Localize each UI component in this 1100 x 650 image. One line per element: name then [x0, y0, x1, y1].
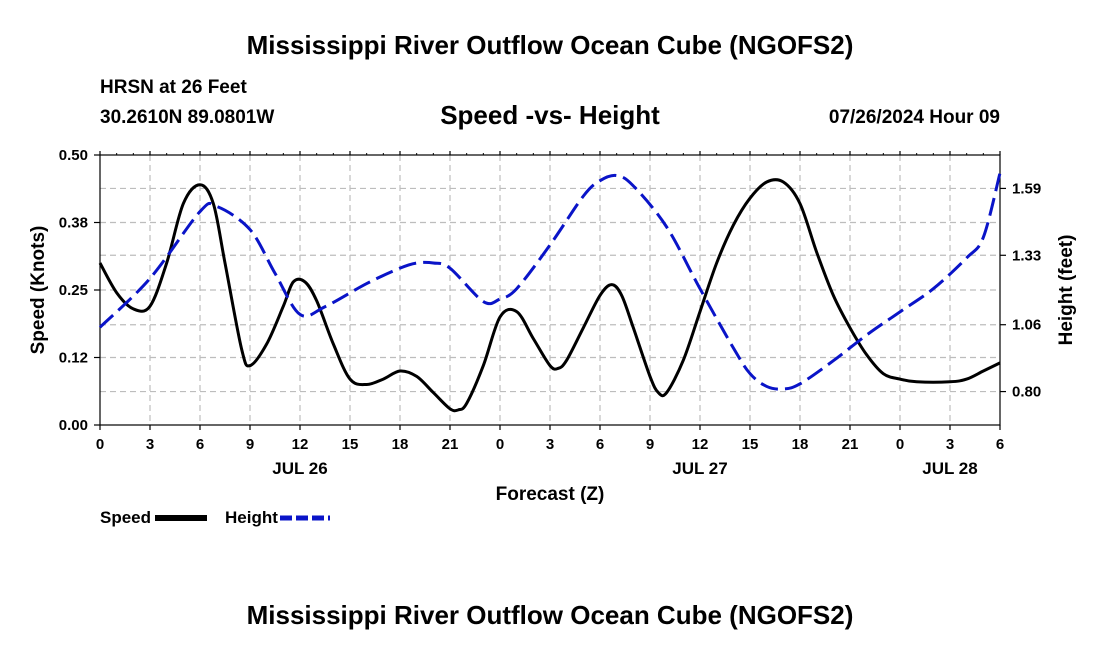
y2-tick-label: 1.59 [1012, 180, 1041, 197]
y2-axis-label: Height (feet) [1056, 235, 1077, 346]
x-tick-label: 15 [742, 436, 759, 453]
y-tick-label: 0.00 [59, 417, 88, 434]
coordinates-label: 30.2610N 89.0801W [100, 107, 275, 128]
x-tick-label: 0 [96, 436, 104, 453]
speed-series-line [98, 178, 1001, 413]
axes-layer: 0 3 6 9 12 15 18 21 0 3 6 9 12 15 18 21 0 3 6 0.00 0.12 0.25 0… [59, 147, 1041, 478]
y2-tick-label: 1.06 [1012, 317, 1041, 334]
legend-speed-swatch [155, 515, 208, 521]
x-tick-label: 21 [842, 436, 859, 453]
y2-tick-label: 0.80 [1012, 384, 1041, 401]
date-label: JUL 26 [272, 459, 327, 478]
y-tick-label: 0.50 [59, 147, 88, 164]
x-tick-label: 12 [692, 436, 709, 453]
date-label: JUL 28 [922, 459, 977, 478]
date-label: JUL 27 [672, 459, 727, 478]
x-tick-label: 18 [792, 436, 809, 453]
y-tick-label: 0.12 [59, 350, 88, 367]
y-axis-label: Speed (Knots) [28, 226, 49, 355]
x-tick-label: 3 [146, 436, 154, 453]
x-tick-label: 21 [442, 436, 459, 453]
x-tick-label: 15 [342, 436, 359, 453]
legend-height-label: Height [225, 508, 278, 527]
grid-layer [100, 155, 1000, 425]
legend: Speed Height [100, 508, 334, 528]
x-tick-label: 18 [392, 436, 409, 453]
x-tick-label: 3 [546, 436, 554, 453]
height-series-line [98, 172, 1002, 391]
y-tick-label: 0.38 [59, 215, 88, 232]
chart-subtitle: Speed -vs- Height [440, 100, 660, 130]
forecast-datetime: 07/26/2024 Hour 09 [828, 107, 1000, 128]
series-layer [98, 172, 1002, 413]
x-axis-label: Forecast (Z) [496, 484, 605, 505]
station-label: HRSN at 26 Feet [100, 77, 247, 98]
x-tick-label: 6 [996, 436, 1004, 453]
x-tick-label: 6 [596, 436, 604, 453]
legend-height-swatch [279, 515, 330, 521]
chart-title: Mississippi River Outflow Ocean Cube (NG… [246, 30, 854, 60]
y2-tick-label: 1.33 [1012, 247, 1041, 264]
x-tick-label: 9 [246, 436, 254, 453]
x-tick-label: 9 [646, 436, 654, 453]
y-tick-label: 0.25 [59, 282, 88, 299]
x-tick-label: 3 [946, 436, 954, 453]
footer-title: Mississippi River Outflow Ocean Cube (NG… [246, 600, 854, 630]
x-tick-label: 12 [292, 436, 309, 453]
x-tick-label: 0 [496, 436, 504, 453]
legend-speed-label: Speed [100, 508, 152, 527]
x-tick-label: 6 [196, 436, 204, 453]
x-tick-label: 0 [896, 436, 904, 453]
